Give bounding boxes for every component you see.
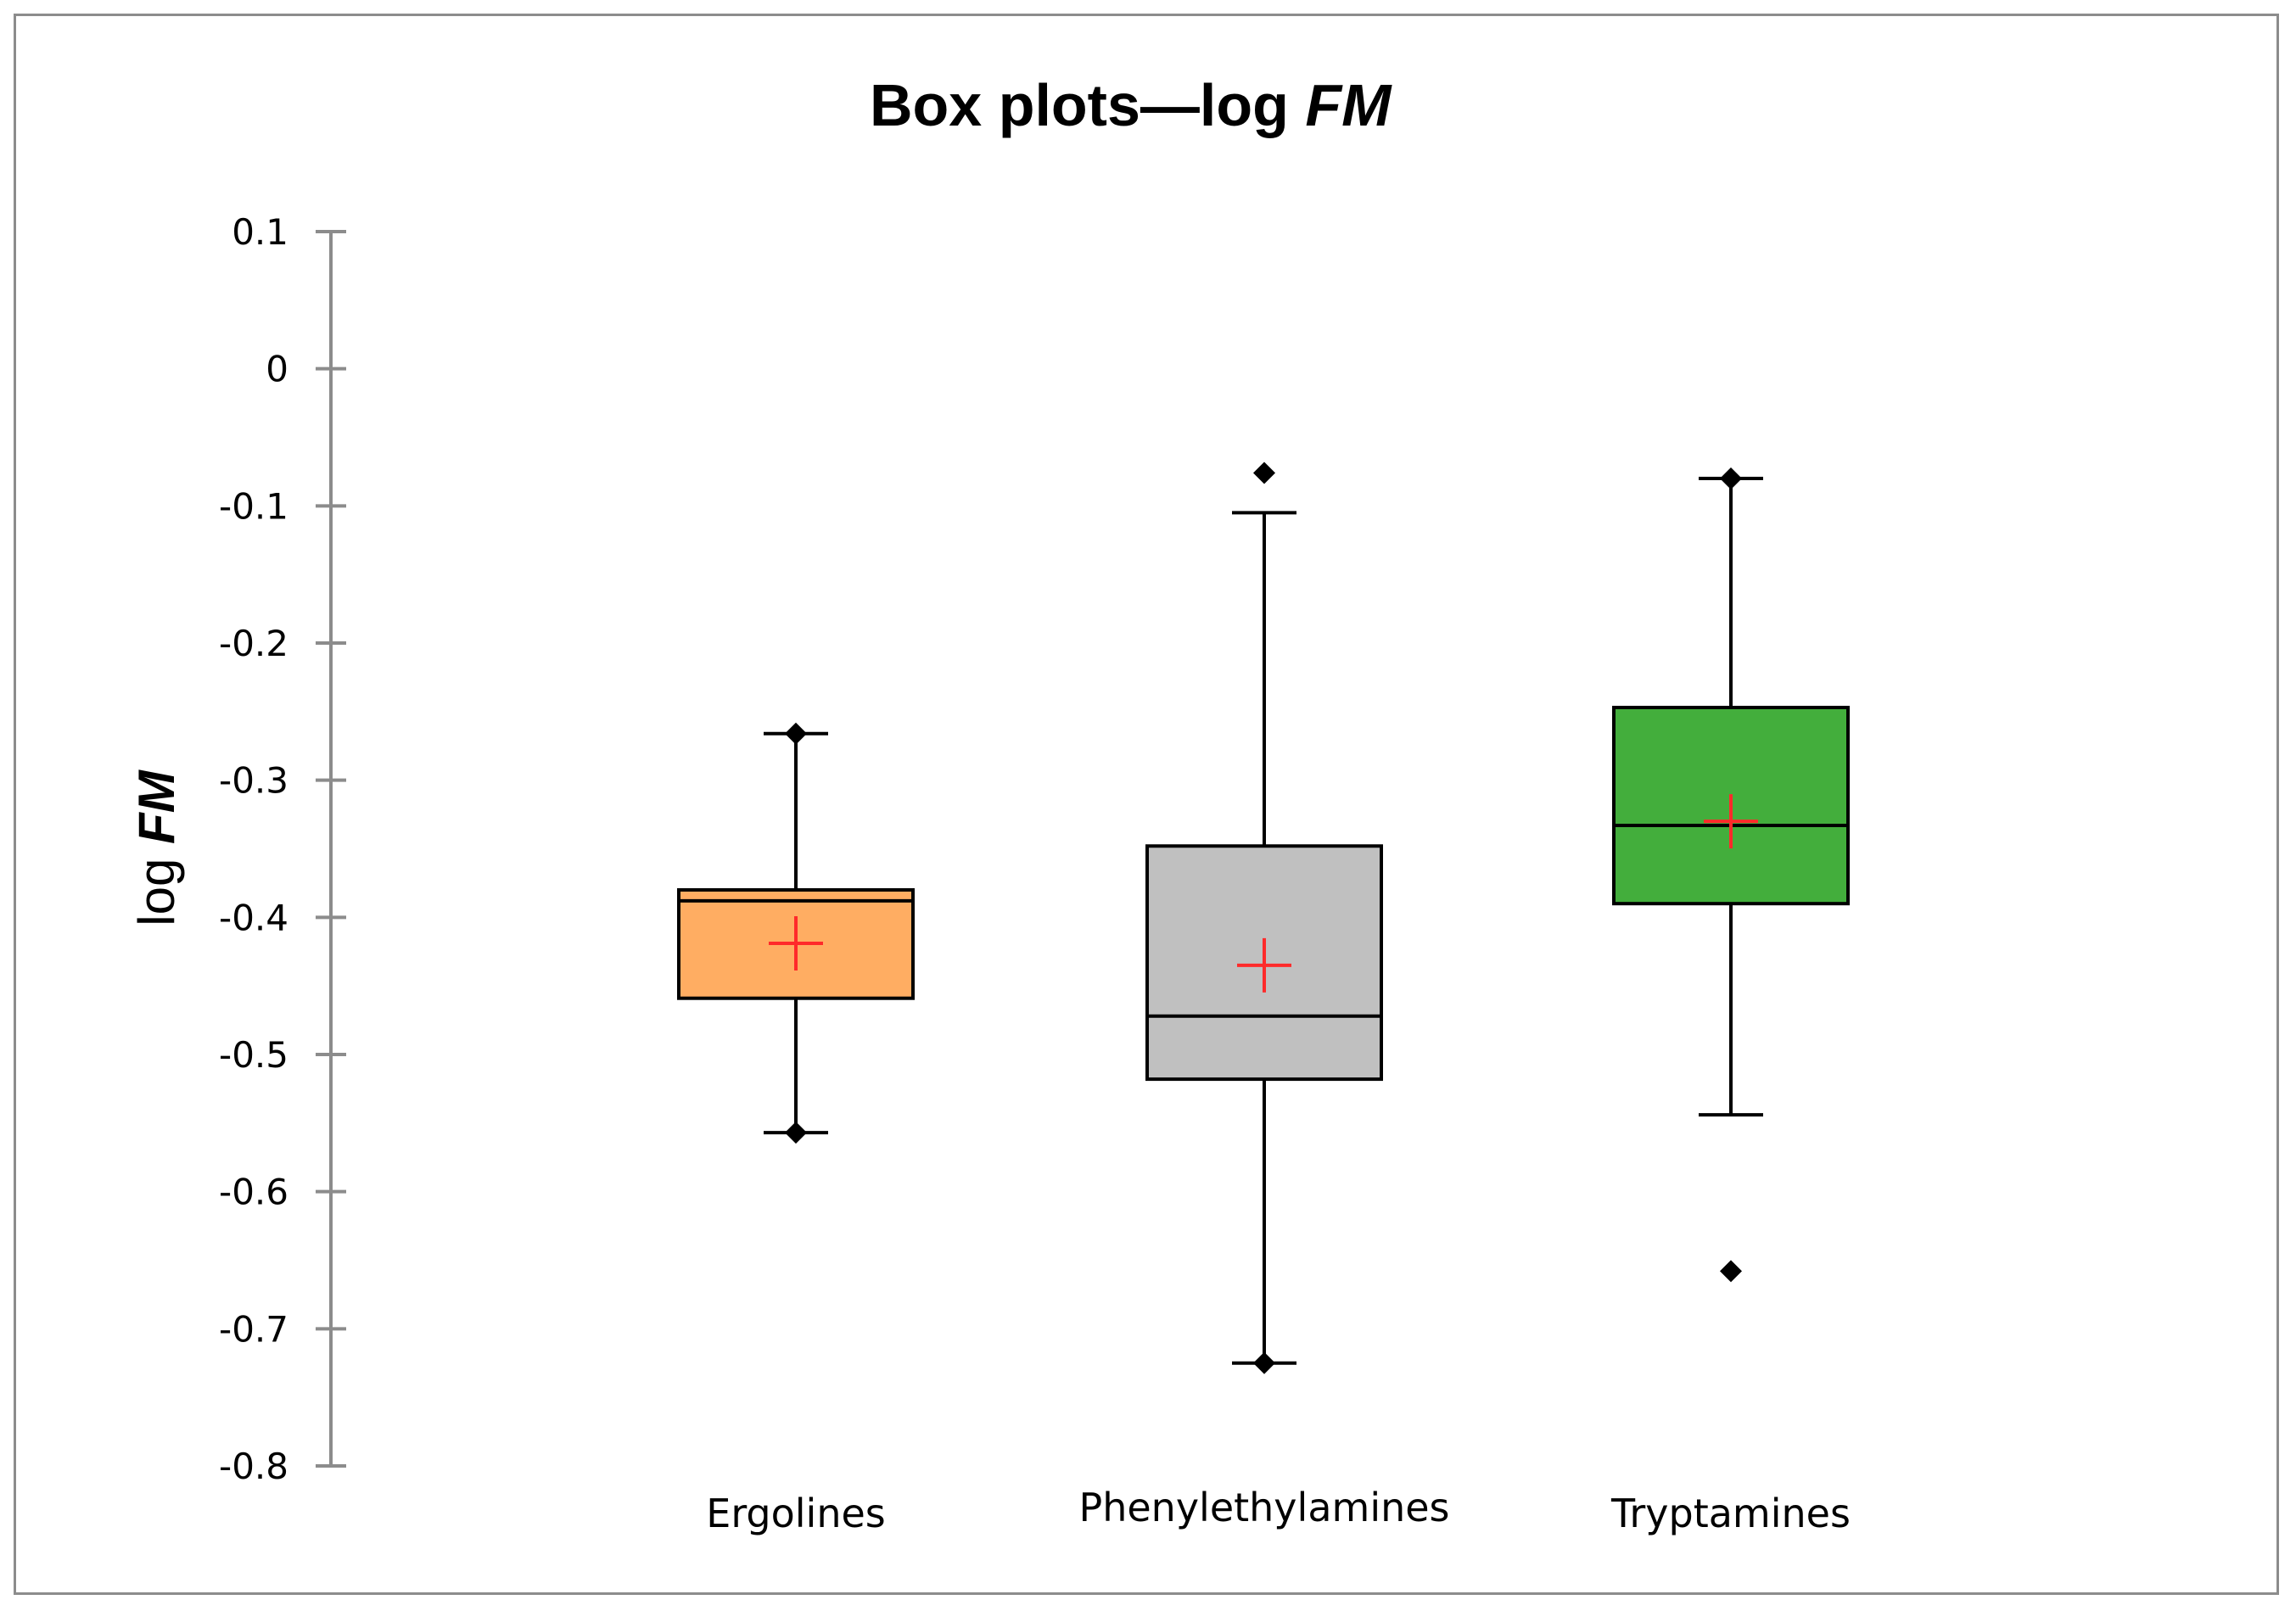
category-label: Tryptamines: [1610, 1491, 1851, 1536]
point-marker: [1253, 461, 1275, 484]
y-axis: 0.1 0 -0.1 -0.2 -0.3 -0.4 -0.5 -0.6 -0.7 -0.8: [219, 211, 346, 1487]
x-axis-categories: Ergolines Phenylethylamines Tryptamines: [706, 1485, 1851, 1536]
y-tick-label: 0: [266, 349, 288, 390]
y-tick-label: -0.8: [219, 1446, 288, 1487]
chart-frame: [14, 14, 2279, 1595]
category-label: Ergolines: [706, 1491, 886, 1536]
point-marker: [785, 1122, 807, 1144]
y-tick-label: -0.2: [219, 623, 288, 664]
y-tick-label: -0.6: [219, 1172, 288, 1213]
point-marker: [1720, 1260, 1742, 1283]
y-tick-label: -0.7: [219, 1308, 288, 1350]
box-phenylethylamines: [1145, 461, 1383, 1374]
y-tick-label: 0.1: [232, 211, 288, 253]
y-tick-label: -0.1: [219, 485, 288, 527]
box-series: [677, 461, 1850, 1374]
point-marker: [785, 722, 807, 745]
y-axis-label: log FM: [128, 769, 185, 926]
category-label: Phenylethylamines: [1078, 1485, 1449, 1530]
box-ergolines: [677, 722, 915, 1144]
y-tick-label: -0.5: [219, 1034, 288, 1076]
point-marker: [1253, 1351, 1275, 1374]
y-tick-label: -0.4: [219, 897, 288, 938]
point-marker: [1720, 467, 1742, 489]
chart-title: Box plots—log FM: [870, 72, 1392, 138]
box-tryptamines: [1612, 467, 1850, 1283]
y-tick-label: -0.3: [219, 760, 288, 802]
